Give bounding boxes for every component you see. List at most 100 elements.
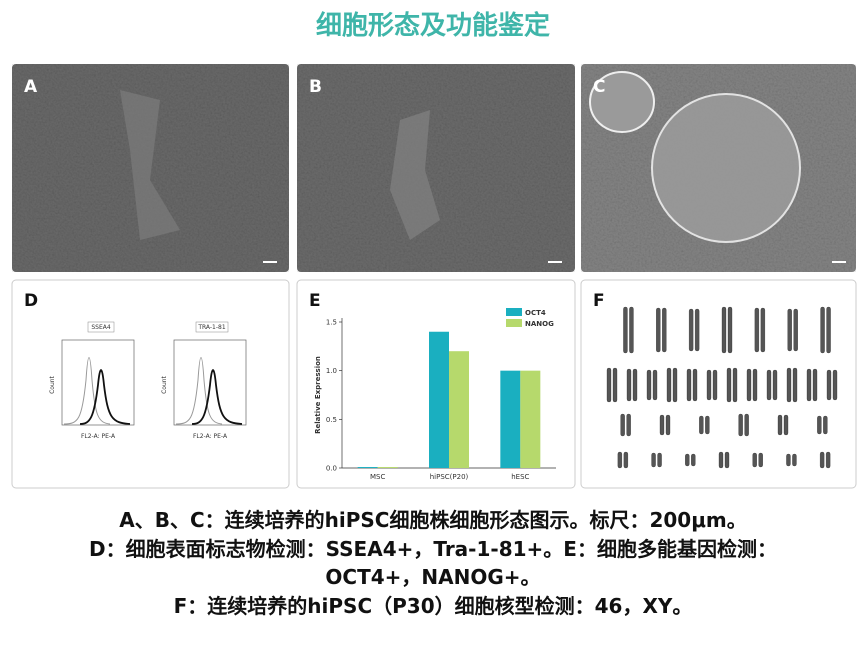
bar: [429, 331, 449, 468]
y-axis-label: Relative Expression: [314, 356, 322, 434]
chromosome: [792, 367, 798, 403]
marker-label: SSEA4: [91, 324, 111, 331]
chromosome: [832, 369, 838, 401]
bar: [377, 467, 398, 468]
bar: [449, 351, 469, 468]
y-tick-label: 0.0: [326, 465, 337, 473]
chromosome: [612, 367, 618, 403]
chromosome: [812, 368, 818, 402]
chromosome: [819, 451, 825, 469]
chromosome: [692, 368, 698, 402]
chromosome: [620, 413, 625, 437]
chromosome: [626, 413, 631, 437]
caption-line: D：细胞表面标志物检测：SSEA4+，Tra-1-81+。E：细胞多能基因检测：: [89, 537, 777, 561]
chromosome: [705, 415, 710, 435]
chromosome: [691, 453, 696, 467]
chromosome: [666, 367, 672, 403]
chromosome: [688, 308, 694, 352]
chromosome: [629, 306, 634, 354]
x-tick-label: hiPSC(P20): [430, 473, 469, 481]
legend-swatch: [506, 308, 522, 316]
chromosome: [793, 308, 798, 352]
chromosome: [706, 369, 712, 401]
chromosome: [792, 453, 797, 467]
chromosome: [665, 414, 671, 436]
chromosome: [786, 367, 792, 403]
karyotype: [606, 306, 838, 469]
chromosome: [699, 415, 704, 435]
chromosome: [817, 415, 822, 435]
x-axis-label: FL2-A: PE-A: [81, 433, 116, 440]
chromosome: [724, 451, 730, 469]
chromosome: [617, 451, 623, 469]
chromosome: [712, 369, 718, 401]
chromosome: [686, 368, 692, 402]
chromosome: [738, 413, 743, 437]
chromosome: [646, 369, 652, 401]
y-axis-label: Count: [49, 375, 56, 393]
panel-label: A: [24, 77, 38, 97]
caption-line: A、B、C：连续培养的hiPSC细胞株细胞形态图示。标尺：200μm。: [119, 508, 747, 532]
legend-label: NANOG: [525, 320, 554, 328]
chromosome: [826, 369, 832, 401]
panel-label: D: [24, 291, 38, 311]
chromosome: [651, 452, 656, 468]
x-axis-label: FL2-A: PE-A: [193, 433, 228, 440]
chromosome: [721, 306, 727, 354]
y-tick-label: 1.0: [326, 367, 337, 375]
panel-frame: [580, 279, 857, 489]
chromosome: [744, 413, 749, 437]
chromosome: [760, 307, 766, 353]
panel-label: B: [309, 77, 322, 97]
y-axis-label: Count: [161, 375, 168, 393]
panel-label: E: [309, 291, 321, 311]
chromosome: [766, 369, 772, 401]
chromosome: [726, 367, 732, 403]
chromosome: [685, 453, 690, 467]
gap-region: [120, 90, 180, 240]
chromosome: [626, 368, 632, 402]
chromosome: [826, 306, 831, 354]
colony: [589, 71, 655, 133]
micrograph: [297, 64, 575, 272]
caption-line: OCT4+，NANOG+。: [325, 565, 540, 589]
chromosome: [806, 368, 812, 402]
chromosome: [652, 369, 658, 401]
chromosome: [632, 368, 638, 402]
chromosome: [746, 368, 752, 402]
chromosome: [777, 414, 783, 436]
chromosome: [662, 307, 667, 353]
legend-label: OCT4: [525, 309, 546, 317]
y-tick-label: 1.5: [326, 319, 337, 327]
chromosome: [672, 367, 678, 403]
bar: [357, 467, 378, 468]
chromosome: [623, 306, 628, 354]
chromosome: [787, 308, 792, 352]
panel-label: C: [593, 77, 605, 97]
y-tick-label: 0.5: [326, 416, 337, 424]
chromosome: [820, 306, 825, 354]
chromosome: [752, 368, 758, 402]
marker-label: TRA-1-81: [197, 324, 226, 331]
colony: [651, 93, 801, 243]
legend-swatch: [506, 319, 522, 327]
page-title: 细胞形态及功能鉴定: [316, 10, 550, 41]
chromosome: [659, 414, 665, 436]
chromosome: [783, 414, 789, 436]
chromosome: [825, 451, 831, 469]
chromosome: [694, 308, 700, 352]
chromosome: [754, 307, 760, 353]
caption-line: F：连续培养的hiPSC（P30）细胞核型检测：46，XY。: [174, 594, 693, 618]
x-tick-label: MSC: [370, 473, 385, 481]
chromosome: [623, 451, 629, 469]
chromosome: [732, 367, 738, 403]
chromosome: [786, 453, 791, 467]
chromosome: [772, 369, 778, 401]
chromosome: [823, 415, 828, 435]
chromosome: [656, 307, 661, 353]
panel-label: F: [593, 291, 605, 311]
gap-region: [390, 110, 440, 240]
flow-plot: SSEA4 FL2-A: PE-A Count TRA-1-81 FL2-A: …: [49, 321, 247, 440]
